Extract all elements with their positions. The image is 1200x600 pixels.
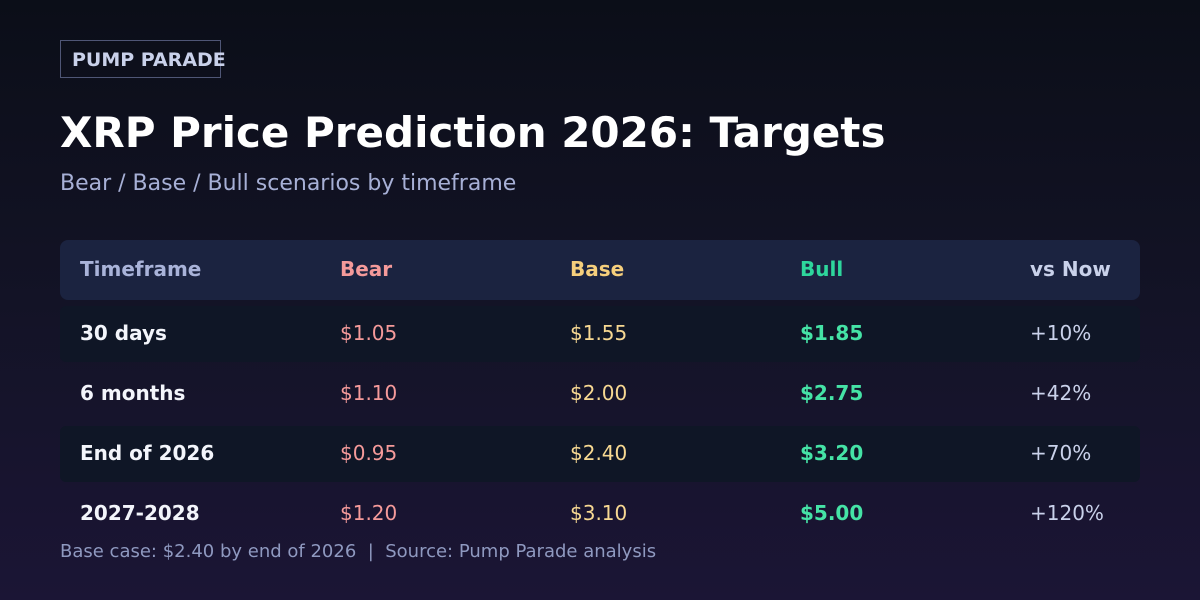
- header-cell: vs Now: [1030, 257, 1111, 281]
- header-cell: Base: [570, 257, 625, 281]
- table-cell: $2.40: [570, 441, 628, 465]
- table-cell: 30 days: [80, 321, 167, 345]
- table-cell: 6 months: [80, 381, 186, 405]
- table-cell: $1.20: [340, 501, 398, 525]
- header-cell: Bull: [800, 257, 844, 281]
- row-background: [60, 306, 1140, 362]
- table-cell: End of 2026: [80, 441, 215, 465]
- header-cell: Bear: [340, 257, 393, 281]
- table-cell: $1.05: [340, 321, 398, 345]
- brand: PUMP PARADE: [60, 40, 226, 78]
- table-cell: $5.00: [800, 501, 864, 525]
- table-cell: $3.20: [800, 441, 864, 465]
- table-cell: +120%: [1030, 501, 1104, 525]
- table-cell: $1.85: [800, 321, 864, 345]
- header-cell: Timeframe: [80, 257, 202, 281]
- title: XRP Price Prediction 2026: Targets: [60, 108, 886, 157]
- table-cell: +10%: [1030, 321, 1092, 345]
- table-cell: +70%: [1030, 441, 1092, 465]
- table-cell: $3.10: [570, 501, 628, 525]
- table-cell: $2.00: [570, 381, 628, 405]
- table-cell: $1.10: [340, 381, 398, 405]
- row-background: [60, 426, 1140, 482]
- table-cell: 2027-2028: [80, 501, 200, 525]
- table-header: [60, 240, 1140, 300]
- table-cell: $0.95: [340, 441, 398, 465]
- table-cell: $1.55: [570, 321, 628, 345]
- table-cell: +42%: [1030, 381, 1092, 405]
- footer: Base case: $2.40 by end of 2026 | Source…: [60, 541, 657, 562]
- subtitle: Bear / Base / Bull scenarios by timefram…: [60, 171, 517, 196]
- table-cell: $2.75: [800, 381, 864, 405]
